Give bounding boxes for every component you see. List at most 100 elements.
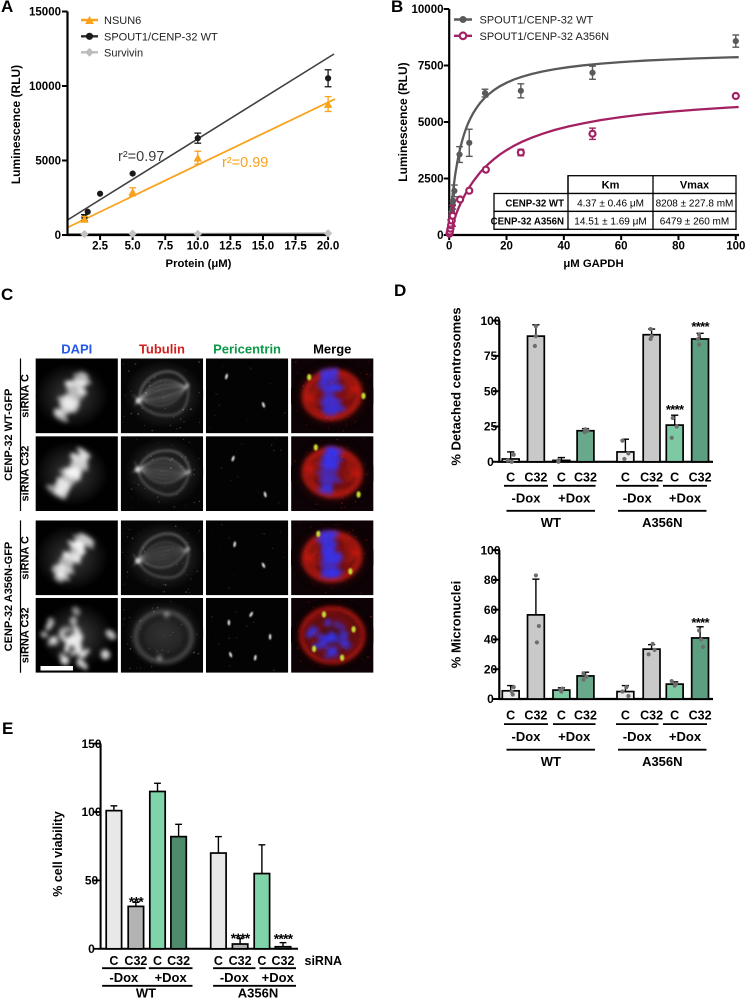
- svg-text:Km: Km: [602, 180, 620, 192]
- svg-text:5.0: 5.0: [125, 241, 141, 253]
- svg-text:siRNA C: siRNA C: [20, 374, 32, 418]
- svg-text:5000: 5000: [418, 117, 444, 129]
- svg-text:A356N: A356N: [642, 754, 682, 769]
- svg-text:C32: C32: [574, 709, 597, 723]
- svg-text:C: C: [621, 709, 630, 723]
- svg-text:WT: WT: [541, 754, 561, 769]
- svg-text:C: C: [670, 471, 679, 485]
- svg-text:-Dox: -Dox: [512, 729, 542, 744]
- svg-text:A: A: [1, 0, 13, 16]
- svg-text:CENP-32 A356N: CENP-32 A356N: [491, 216, 564, 227]
- svg-text:B: B: [391, 0, 403, 16]
- svg-text:10.0: 10.0: [187, 241, 209, 253]
- svg-text:25: 25: [484, 420, 498, 434]
- svg-text:SPOUT1/CENP-32 WT: SPOUT1/CENP-32 WT: [480, 15, 594, 27]
- svg-text:Luminescence (RLU): Luminescence (RLU): [396, 62, 410, 181]
- svg-text:100: 100: [81, 805, 101, 819]
- svg-text:75: 75: [484, 349, 498, 363]
- svg-text:C32: C32: [524, 471, 547, 485]
- svg-text:C32: C32: [689, 709, 712, 723]
- svg-text:7500: 7500: [418, 61, 444, 73]
- svg-text:WT: WT: [136, 986, 156, 998]
- svg-text:****: ****: [274, 931, 294, 947]
- svg-text:C: C: [557, 709, 566, 723]
- svg-text:14.51 ± 1.69 μM: 14.51 ± 1.69 μM: [574, 216, 646, 227]
- svg-text:C: C: [670, 709, 679, 723]
- svg-text:-Dox: -Dox: [623, 491, 653, 506]
- svg-text:+Dox: +Dox: [155, 970, 188, 985]
- svg-text:r²=0.99: r²=0.99: [222, 155, 268, 171]
- svg-text:100: 100: [480, 314, 500, 328]
- svg-text:0: 0: [88, 942, 95, 956]
- svg-text:Tubulin: Tubulin: [139, 342, 185, 357]
- svg-text:20: 20: [500, 241, 513, 253]
- svg-text:150: 150: [81, 737, 101, 751]
- svg-text:C: C: [621, 471, 630, 485]
- svg-text:C: C: [109, 954, 118, 968]
- svg-text:+Dox: +Dox: [669, 491, 702, 506]
- svg-text:4.37 ± 0.46 μM: 4.37 ± 0.46 μM: [577, 199, 644, 210]
- svg-text:+Dox: +Dox: [669, 729, 702, 744]
- svg-text:****: ****: [231, 930, 251, 946]
- svg-text:17.5: 17.5: [284, 241, 307, 253]
- svg-text:2500: 2500: [418, 174, 444, 186]
- svg-text:D: D: [394, 281, 406, 300]
- svg-text:2.5: 2.5: [92, 241, 109, 253]
- svg-text:60: 60: [484, 603, 498, 617]
- svg-text:C: C: [214, 954, 223, 968]
- svg-text:0: 0: [437, 230, 443, 242]
- svg-text:40: 40: [484, 633, 498, 647]
- svg-text:SPOUT1/CENP-32 WT: SPOUT1/CENP-32 WT: [104, 31, 218, 43]
- svg-text:-Dox: -Dox: [220, 970, 250, 985]
- svg-text:C32: C32: [689, 471, 712, 485]
- svg-text:Survivin: Survivin: [104, 47, 143, 59]
- svg-text:siRNA C32: siRNA C32: [20, 607, 32, 663]
- svg-text:C32: C32: [524, 709, 547, 723]
- svg-text:60: 60: [615, 241, 628, 253]
- svg-text:Pericentrin: Pericentrin: [213, 342, 281, 357]
- svg-text:20: 20: [484, 662, 498, 676]
- svg-text:15.0: 15.0: [252, 241, 274, 253]
- svg-text:-Dox: -Dox: [623, 729, 653, 744]
- svg-text:Vmax: Vmax: [680, 180, 710, 192]
- svg-text:E: E: [2, 719, 13, 738]
- svg-text:% cell viability: % cell viability: [51, 811, 65, 897]
- svg-text:0: 0: [487, 692, 494, 706]
- svg-text:50: 50: [484, 384, 498, 398]
- svg-text:****: ****: [666, 402, 685, 417]
- svg-text:siRNA C32: siRNA C32: [20, 446, 32, 502]
- svg-text:C: C: [506, 471, 515, 485]
- svg-text:μM GAPDH: μM GAPDH: [563, 258, 623, 270]
- svg-text:80: 80: [672, 241, 685, 253]
- svg-text:SPOUT1/CENP-32 A356N: SPOUT1/CENP-32 A356N: [480, 31, 610, 43]
- svg-text:100: 100: [480, 543, 500, 557]
- svg-text:siRNA: siRNA: [305, 954, 343, 968]
- svg-text:DAPI: DAPI: [61, 342, 92, 357]
- svg-text:r²=0.97: r²=0.97: [118, 149, 164, 165]
- svg-text:C32: C32: [640, 471, 663, 485]
- svg-text:A356N: A356N: [238, 986, 278, 998]
- svg-text:C32: C32: [272, 954, 295, 968]
- svg-text:80: 80: [484, 573, 498, 587]
- svg-text:0: 0: [55, 230, 61, 242]
- svg-text:40: 40: [557, 241, 570, 253]
- svg-text:+Dox: +Dox: [262, 970, 295, 985]
- svg-text:C: C: [257, 954, 266, 968]
- svg-text:Protein (μM): Protein (μM): [166, 258, 232, 270]
- svg-text:A356N: A356N: [642, 515, 682, 530]
- svg-text:C: C: [557, 471, 566, 485]
- svg-text:C: C: [153, 954, 162, 968]
- svg-text:C32: C32: [167, 954, 190, 968]
- svg-text:% Micronuclei: % Micronuclei: [448, 581, 463, 668]
- svg-text:0: 0: [446, 241, 452, 253]
- svg-text:C32: C32: [574, 471, 597, 485]
- svg-text:5000: 5000: [35, 156, 61, 168]
- svg-text:8208 ± 227.8 mM: 8208 ± 227.8 mM: [656, 199, 734, 210]
- svg-text:0: 0: [487, 455, 494, 469]
- svg-text:siRNA C: siRNA C: [20, 536, 32, 580]
- svg-text:6479 ± 260 mM: 6479 ± 260 mM: [660, 216, 729, 227]
- svg-text:+Dox: +Dox: [558, 729, 591, 744]
- svg-text:****: ****: [691, 615, 710, 630]
- svg-text:+Dox: +Dox: [558, 491, 591, 506]
- svg-text:CENP-32 WT: CENP-32 WT: [505, 199, 564, 210]
